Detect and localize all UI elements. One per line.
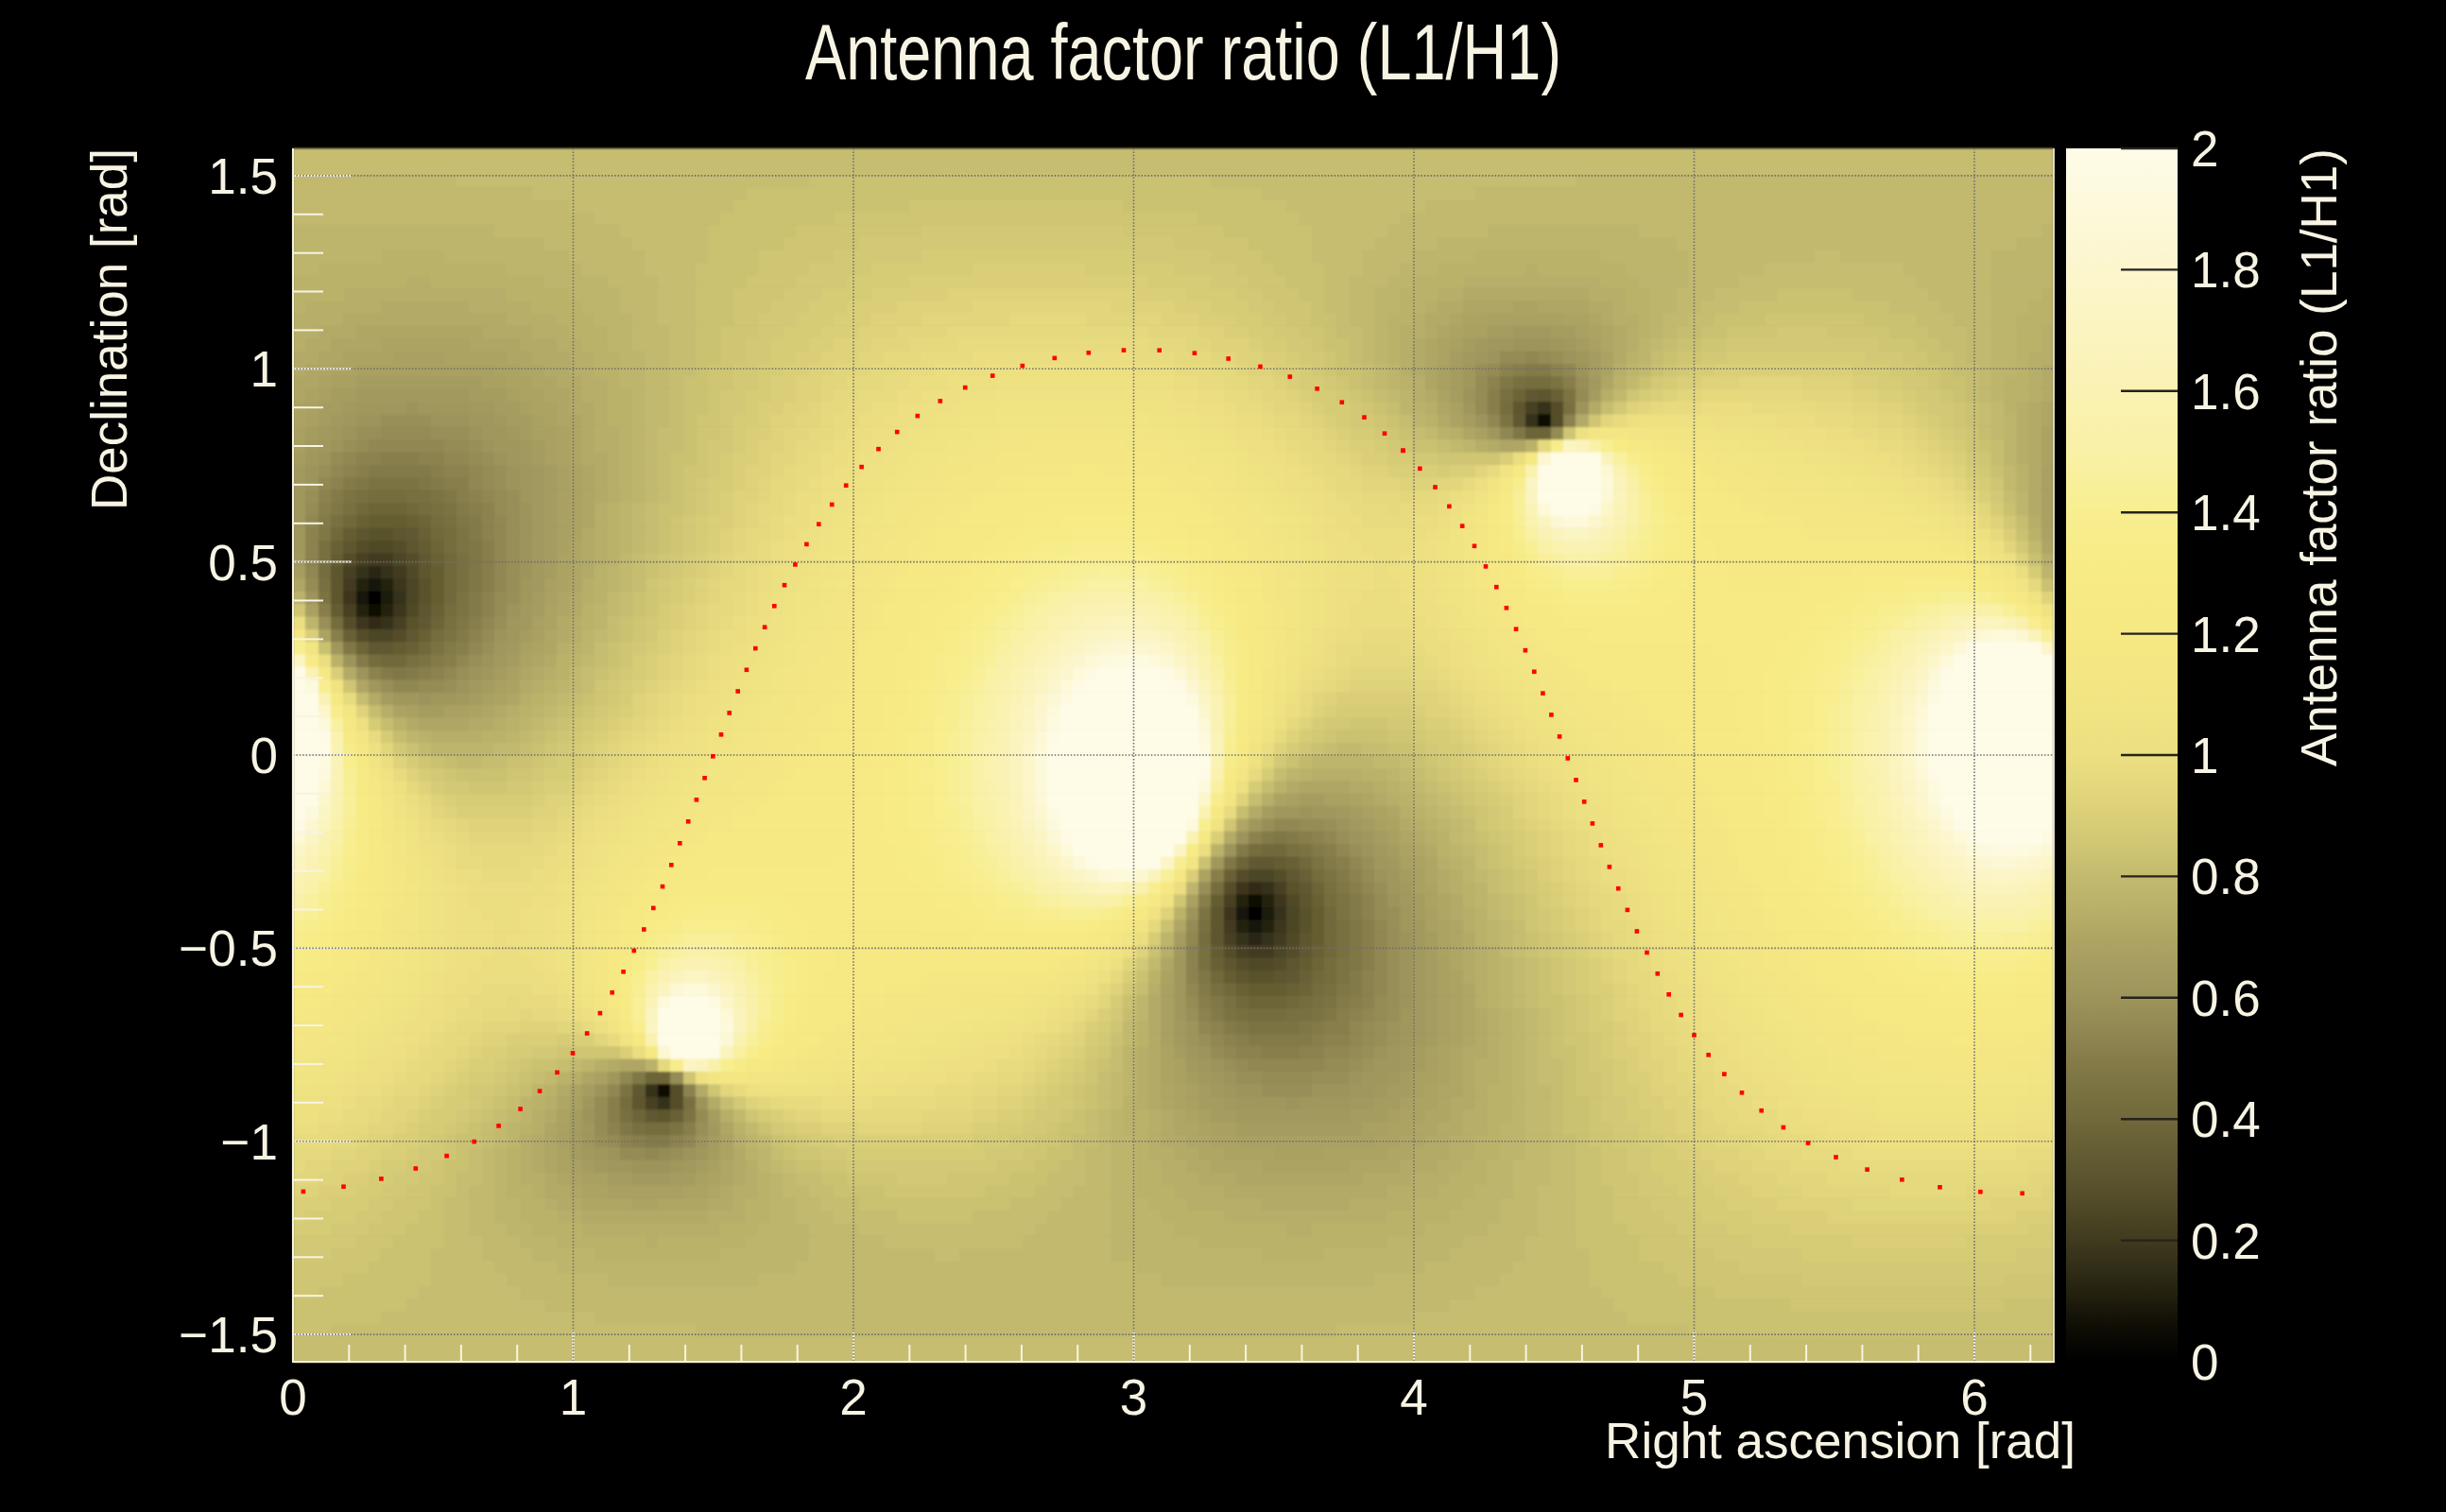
svg-text:Declination [rad]: Declination [rad] xyxy=(81,148,137,510)
svg-text:0.4: 0.4 xyxy=(2191,1091,2261,1147)
svg-text:4: 4 xyxy=(1400,1369,1427,1425)
svg-text:0: 0 xyxy=(250,728,278,783)
svg-text:1.4: 1.4 xyxy=(2191,485,2261,541)
svg-text:2: 2 xyxy=(839,1369,867,1425)
svg-text:1: 1 xyxy=(2191,728,2218,783)
svg-text:1: 1 xyxy=(560,1369,587,1425)
svg-text:Right ascension [rad]: Right ascension [rad] xyxy=(1605,1413,2076,1469)
svg-text:0: 0 xyxy=(279,1369,306,1425)
svg-text:3: 3 xyxy=(1120,1369,1147,1425)
svg-text:2: 2 xyxy=(2191,121,2218,177)
svg-text:0: 0 xyxy=(2191,1334,2218,1390)
svg-text:−1: −1 xyxy=(221,1114,278,1170)
svg-text:−1.5: −1.5 xyxy=(179,1307,278,1363)
svg-text:0.2: 0.2 xyxy=(2191,1213,2261,1269)
svg-text:1.8: 1.8 xyxy=(2191,242,2261,298)
svg-text:−0.5: −0.5 xyxy=(179,920,278,976)
svg-text:1.6: 1.6 xyxy=(2191,364,2261,420)
svg-text:1.2: 1.2 xyxy=(2191,607,2261,662)
svg-text:Antenna factor ratio (L1/H1): Antenna factor ratio (L1/H1) xyxy=(805,8,1561,96)
svg-text:1: 1 xyxy=(250,341,278,397)
svg-text:0.6: 0.6 xyxy=(2191,971,2261,1026)
svg-text:1.5: 1.5 xyxy=(208,148,278,204)
svg-text:0.5: 0.5 xyxy=(208,535,278,591)
svg-text:Antenna factor ratio (L1/H1): Antenna factor ratio (L1/H1) xyxy=(2291,148,2347,766)
svg-text:0.8: 0.8 xyxy=(2191,849,2261,904)
